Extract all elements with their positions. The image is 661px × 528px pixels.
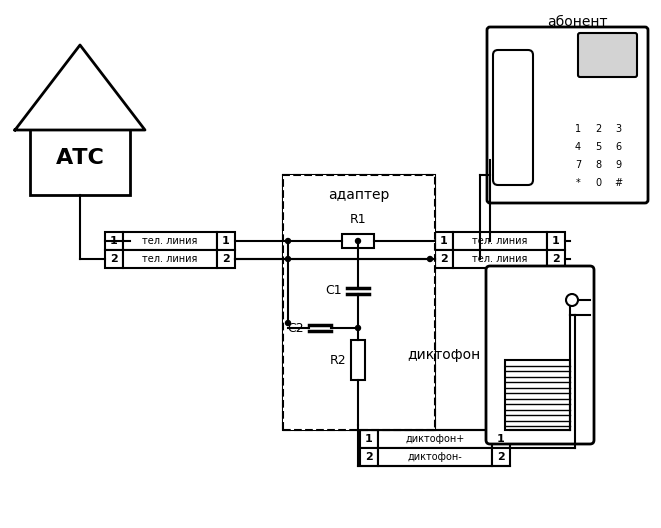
Bar	[568, 174, 588, 192]
Circle shape	[566, 294, 578, 306]
Text: тел. линия: тел. линия	[142, 236, 198, 246]
Circle shape	[286, 320, 290, 325]
Text: 1: 1	[575, 124, 581, 134]
Bar	[360, 430, 378, 448]
Circle shape	[356, 325, 360, 331]
Bar	[568, 312, 578, 330]
Bar	[360, 448, 378, 466]
Bar	[123, 250, 217, 268]
Text: диктофон-: диктофон-	[408, 452, 463, 462]
Text: 7: 7	[575, 160, 581, 170]
Bar	[105, 232, 123, 250]
Text: 1: 1	[552, 236, 560, 246]
Circle shape	[428, 257, 432, 261]
FancyBboxPatch shape	[487, 27, 648, 203]
Bar	[342, 234, 374, 248]
Circle shape	[356, 239, 360, 243]
Text: 5: 5	[595, 142, 601, 152]
Bar	[608, 138, 628, 156]
Bar	[435, 232, 453, 250]
Text: 2: 2	[595, 124, 601, 134]
Bar	[30, 120, 130, 195]
Bar	[588, 138, 608, 156]
Text: тел. линия: тел. линия	[473, 254, 527, 264]
Bar	[435, 250, 453, 268]
FancyBboxPatch shape	[493, 50, 533, 185]
Text: тел. линия: тел. линия	[473, 236, 527, 246]
Text: 2: 2	[222, 254, 230, 264]
Bar	[351, 340, 365, 380]
Text: 9: 9	[615, 160, 621, 170]
Text: 1: 1	[222, 236, 230, 246]
Bar	[283, 175, 435, 430]
Text: 6: 6	[615, 142, 621, 152]
Bar	[378, 430, 492, 448]
Text: 8: 8	[595, 160, 601, 170]
Text: 1: 1	[110, 236, 118, 246]
Circle shape	[286, 239, 290, 243]
Bar	[492, 430, 510, 448]
Bar	[568, 138, 588, 156]
Bar	[547, 232, 565, 250]
Text: абонент: абонент	[547, 15, 607, 29]
Bar	[453, 232, 547, 250]
Text: 2: 2	[497, 452, 505, 462]
Bar	[378, 448, 492, 466]
Text: 2: 2	[552, 254, 560, 264]
Text: 1: 1	[497, 434, 505, 444]
Text: 2: 2	[110, 254, 118, 264]
Bar	[588, 156, 608, 174]
Text: 4: 4	[575, 142, 581, 152]
Bar	[283, 175, 435, 430]
Text: 2: 2	[365, 452, 373, 462]
Text: диктофон+: диктофон+	[405, 434, 465, 444]
Text: диктофон: диктофон	[407, 348, 480, 362]
Text: C2: C2	[288, 322, 304, 335]
Bar	[105, 250, 123, 268]
Bar	[505, 360, 570, 430]
Text: 3: 3	[615, 124, 621, 134]
Circle shape	[286, 257, 290, 261]
FancyBboxPatch shape	[578, 33, 637, 77]
Text: 1: 1	[365, 434, 373, 444]
Text: *: *	[576, 178, 580, 188]
Text: АТС: АТС	[56, 147, 104, 167]
Text: R1: R1	[350, 213, 366, 226]
Bar	[123, 232, 217, 250]
Bar	[568, 120, 588, 138]
Bar	[588, 120, 608, 138]
Text: 1: 1	[440, 236, 448, 246]
Bar	[608, 174, 628, 192]
FancyBboxPatch shape	[486, 266, 594, 444]
Text: тел. линия: тел. линия	[142, 254, 198, 264]
Bar	[568, 156, 588, 174]
Bar	[217, 232, 235, 250]
Bar	[547, 250, 565, 268]
Text: адаптер: адаптер	[329, 188, 390, 202]
Text: #: #	[614, 178, 622, 188]
Text: C1: C1	[325, 285, 342, 297]
Bar	[608, 120, 628, 138]
Bar	[217, 250, 235, 268]
Text: 2: 2	[440, 254, 448, 264]
Bar	[453, 250, 547, 268]
Polygon shape	[15, 45, 145, 130]
Bar	[588, 174, 608, 192]
Text: 0: 0	[595, 178, 601, 188]
Bar	[608, 156, 628, 174]
Text: R2: R2	[329, 354, 346, 366]
Bar	[492, 448, 510, 466]
